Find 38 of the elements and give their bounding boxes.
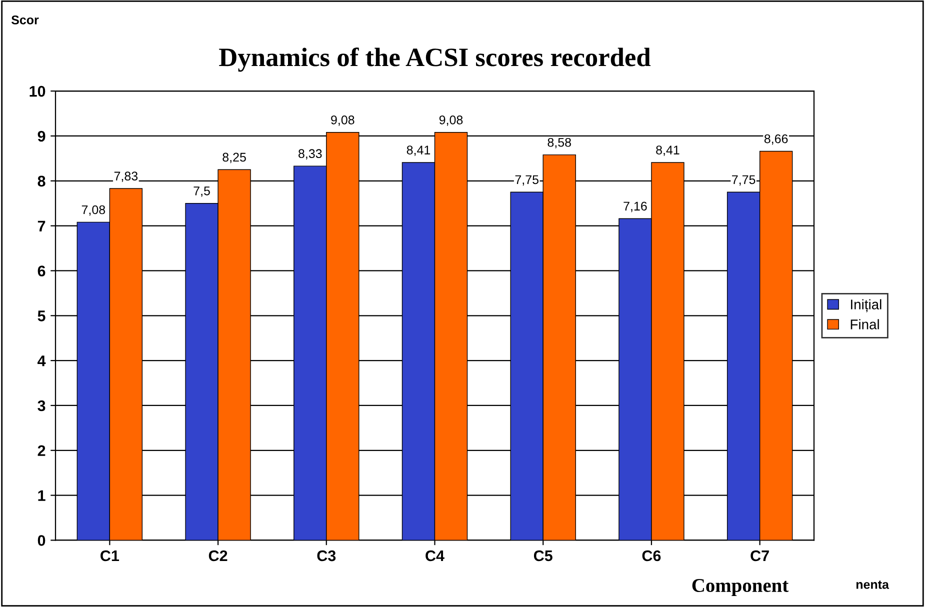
x-tick-label: C7: [750, 550, 769, 562]
chart-title: Dynamics of the ACSI scores recorded: [219, 47, 651, 72]
y-tick-label: 9: [38, 130, 46, 142]
data-label: 8,58: [548, 138, 571, 148]
data-label: 7,16: [624, 202, 647, 212]
x-axis-title: Component: [692, 578, 789, 596]
y-tick-label: 6: [38, 266, 46, 276]
data-label: 8,66: [764, 134, 788, 145]
legend-label: Inițial: [851, 299, 882, 312]
y-tick-label: 2: [38, 445, 46, 456]
data-label: 8,33: [298, 149, 322, 160]
data-label: 7,75: [732, 175, 756, 186]
data-label: 7,83: [114, 172, 138, 182]
y-tick-label: 0: [38, 535, 46, 546]
y-axis-title: Scor: [11, 16, 39, 24]
x-tick-label: C4: [426, 550, 444, 562]
data-label: 7,08: [82, 205, 106, 216]
y-tick-label: 1: [38, 490, 46, 501]
x-tick-label: C6: [642, 550, 661, 562]
data-label: 7,75: [515, 175, 538, 186]
data-label: 8,25: [222, 152, 246, 164]
y-tick-label: 7: [38, 220, 46, 232]
y-tick-label: 3: [38, 400, 46, 412]
data-label: 9,08: [439, 115, 463, 126]
legend-label: Final: [850, 319, 879, 330]
y-tick-label: 4: [38, 356, 46, 366]
x-tick-label: C2: [208, 550, 228, 562]
data-label: 9,08: [331, 115, 354, 126]
data-label: 8,41: [406, 146, 430, 156]
x-tick-label: C3: [317, 550, 336, 562]
data-label: 8,41: [656, 146, 680, 156]
x-tick-label: C5: [534, 550, 552, 562]
y-tick-label: 5: [38, 310, 46, 322]
y-tick-label: 8: [38, 176, 46, 187]
text: nenta: [856, 580, 890, 589]
x-tick-label: C1: [100, 550, 120, 562]
data-label: 7,5: [194, 186, 210, 197]
y-tick-label: 10: [30, 86, 46, 97]
